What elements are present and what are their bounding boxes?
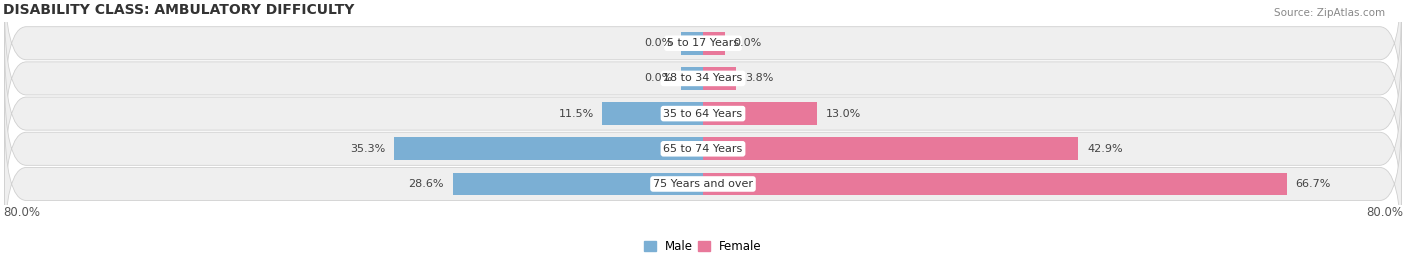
Text: 0.0%: 0.0% [644, 73, 672, 83]
FancyBboxPatch shape [4, 0, 1402, 115]
Bar [681, 32, 703, 55]
Text: 42.9%: 42.9% [1087, 144, 1123, 154]
Text: 35 to 64 Years: 35 to 64 Years [664, 109, 742, 119]
Text: 13.0%: 13.0% [825, 109, 860, 119]
FancyBboxPatch shape [4, 77, 1402, 220]
FancyBboxPatch shape [4, 113, 1402, 255]
Text: 66.7%: 66.7% [1295, 179, 1331, 189]
Bar [602, 102, 703, 125]
Bar [703, 173, 1286, 195]
Bar [703, 67, 737, 90]
Bar [703, 32, 725, 55]
Text: 5 to 17 Years: 5 to 17 Years [666, 38, 740, 48]
Bar [681, 67, 703, 90]
Bar [394, 137, 703, 160]
Bar [703, 102, 817, 125]
Text: 75 Years and over: 75 Years and over [652, 179, 754, 189]
Text: 35.3%: 35.3% [350, 144, 385, 154]
Text: 3.8%: 3.8% [745, 73, 773, 83]
Text: Source: ZipAtlas.com: Source: ZipAtlas.com [1274, 8, 1385, 18]
Text: 28.6%: 28.6% [408, 179, 444, 189]
Bar [453, 173, 703, 195]
FancyBboxPatch shape [4, 42, 1402, 185]
Text: 11.5%: 11.5% [558, 109, 593, 119]
FancyBboxPatch shape [4, 7, 1402, 150]
Text: DISABILITY CLASS: AMBULATORY DIFFICULTY: DISABILITY CLASS: AMBULATORY DIFFICULTY [3, 3, 354, 17]
Bar [703, 137, 1078, 160]
Text: 65 to 74 Years: 65 to 74 Years [664, 144, 742, 154]
Text: 0.0%: 0.0% [734, 38, 762, 48]
Text: 80.0%: 80.0% [1367, 206, 1403, 219]
Text: 18 to 34 Years: 18 to 34 Years [664, 73, 742, 83]
Legend: Male, Female: Male, Female [640, 235, 766, 258]
Text: 80.0%: 80.0% [3, 206, 39, 219]
Text: 0.0%: 0.0% [644, 38, 672, 48]
